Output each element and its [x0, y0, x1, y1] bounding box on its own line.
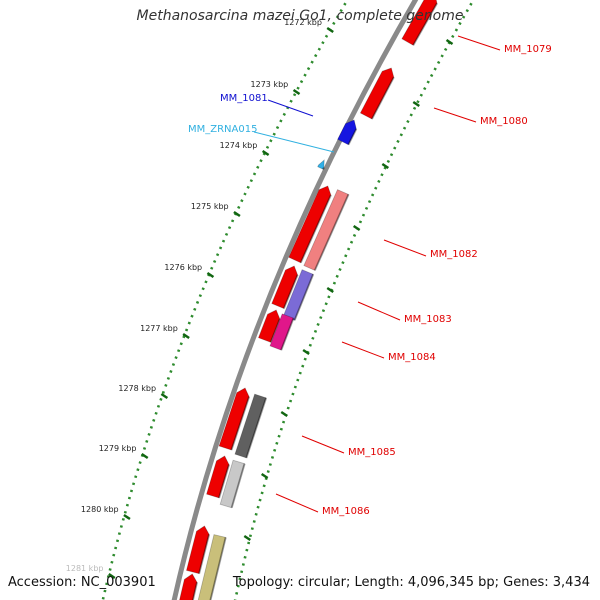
gene-feature	[179, 573, 198, 600]
gene-feature-shade	[218, 464, 230, 499]
gene-feature-shade	[230, 396, 251, 451]
tick-label: 1280 kbp	[80, 505, 119, 514]
tick-mark	[302, 348, 310, 356]
gene-feature	[186, 525, 210, 575]
tick-mark	[260, 472, 269, 480]
gene-feature	[337, 119, 357, 146]
tick-mark	[280, 410, 288, 418]
gene-feature-shade	[299, 194, 332, 264]
tick-mark	[123, 513, 131, 521]
tick-mark	[182, 332, 190, 340]
tick-mark	[108, 572, 116, 580]
gene-label: MM_1081	[220, 93, 268, 104]
tick-label: 1281 kbp	[65, 564, 104, 573]
tick-rulers	[101, 0, 475, 600]
gene-feature	[197, 534, 227, 600]
gene-feature-shade	[280, 317, 295, 351]
leader-line	[267, 99, 314, 117]
gene-label: MM_1084	[388, 352, 436, 363]
gene-feature	[271, 265, 299, 310]
gene-label: MM_1085	[348, 447, 396, 458]
tick-label: 1278 kbp	[118, 384, 157, 393]
leader-line	[433, 107, 477, 123]
tick-mark	[381, 162, 390, 170]
gene-label: MM_1086	[322, 506, 370, 517]
rna-feature	[317, 159, 325, 170]
leader-line	[253, 131, 335, 153]
gene-feature	[401, 0, 438, 46]
tick-mark	[352, 224, 361, 232]
leader-line	[341, 341, 385, 359]
accession-text: Accession: NC_003901	[8, 575, 156, 590]
tick-mark	[292, 88, 301, 96]
gene-feature	[218, 387, 250, 451]
tick-mark	[412, 100, 420, 108]
tick-mark	[233, 210, 241, 218]
gene-feature-shade	[209, 537, 227, 600]
gene-feature-shade	[347, 128, 358, 146]
gene-feature	[359, 67, 395, 120]
map-title: Methanosarcina mazei Go1, complete genom…	[136, 8, 464, 24]
gene-feature-shade	[412, 2, 438, 46]
gene-feature-shade	[230, 463, 246, 508]
leader-line	[383, 239, 427, 257]
tick-label: 1274 kbp	[219, 141, 258, 150]
tick-label: 1272 kbp	[284, 18, 322, 27]
gene-feature	[282, 269, 314, 321]
leader-line	[301, 435, 345, 454]
tick-mark	[243, 534, 252, 542]
genome-summary: Topology: circular; Length: 4,096,345 bp…	[232, 575, 590, 590]
tick-mark	[206, 271, 215, 279]
tick-mark	[261, 149, 270, 157]
tick-mark	[445, 38, 454, 46]
tick-label: 1277 kbp	[140, 324, 178, 333]
tick-mark	[326, 26, 334, 34]
gene-feature-shade	[269, 318, 281, 343]
gene-feature-shade	[282, 274, 299, 309]
leader-line	[457, 35, 501, 51]
gene-label: MM_1079	[504, 44, 552, 55]
backbone-strand	[171, 0, 419, 600]
gene-feature	[257, 309, 281, 343]
gene-feature-shade	[313, 193, 350, 271]
gene-feature	[234, 393, 267, 459]
tick-mark	[141, 452, 149, 460]
gene-feature	[219, 459, 246, 509]
tick-label: 1275 kbp	[190, 202, 229, 211]
gene-label: MM_1083	[404, 314, 452, 325]
gene-feature-shade	[198, 534, 211, 574]
gene-feature	[288, 185, 332, 264]
gene-feature	[206, 455, 230, 499]
tick-label: 1279 kbp	[98, 444, 137, 453]
leader-line	[275, 493, 319, 513]
gene-feature	[269, 313, 295, 351]
tick-label: 1273 kbp	[250, 80, 289, 89]
gene-label: MM_1082	[430, 249, 478, 260]
gene-feature-shade	[191, 582, 198, 600]
tick-mark	[326, 286, 334, 294]
label-leaders	[253, 35, 501, 513]
gene-feature-shade	[293, 273, 315, 321]
gene-feature	[303, 189, 350, 271]
tick-label: 1276 kbp	[164, 263, 203, 272]
gene-label: MM_ZRNA015	[188, 124, 258, 135]
gene-label: MM_1080	[480, 116, 528, 127]
tick-mark	[160, 392, 169, 400]
gene-feature-shade	[371, 76, 395, 120]
leader-line	[357, 301, 401, 321]
rna-feature-shade	[322, 167, 325, 170]
gene-feature-shade	[245, 397, 268, 459]
feature-track	[179, 0, 438, 600]
